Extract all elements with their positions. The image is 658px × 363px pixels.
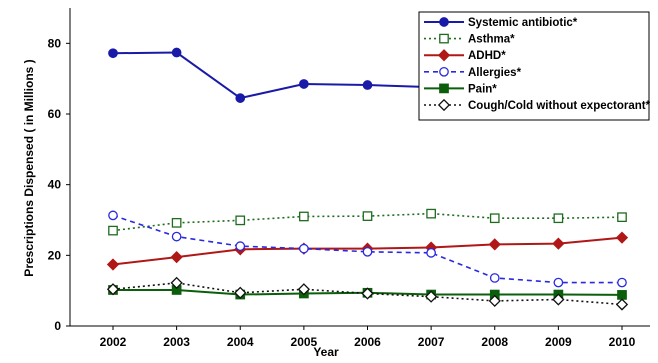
y-tick-label: 0 [54,319,61,333]
legend-item: Asthma* [424,34,515,46]
series-line [112,214,622,284]
series-3 [108,210,627,288]
x-tick-label: 2006 [354,335,381,349]
data-point [299,211,309,222]
data-point [106,258,120,271]
x-axis-title: Year [313,345,339,358]
y-tick-label: 60 [48,107,62,121]
legend-marker [439,33,449,44]
data-point [617,277,627,288]
x-tick-label: 2003 [163,335,190,349]
x-tick-label: 2004 [227,335,254,349]
data-point [426,248,436,258]
data-point [489,213,500,224]
data-point [235,93,246,103]
series-1 [108,208,627,236]
series-5 [106,276,629,311]
data-point [425,290,438,303]
legend-item: ADHD* [424,49,506,62]
data-point [552,237,565,250]
data-point [106,283,120,296]
data-point [171,231,182,242]
legend-label: ADHD* [468,50,506,62]
x-tick-label: 2002 [100,335,127,349]
legend-item: Pain* [424,83,497,95]
x-tick-label: 2010 [609,335,636,349]
x-tick-label: 2007 [418,335,445,349]
data-point [362,211,373,221]
data-point [299,79,309,89]
data-point [108,225,118,236]
data-point [553,277,564,288]
x-tick-label: 2009 [545,335,572,349]
x-ticks: 2002 2003 2004 2005 2006 2007 2008 2009 2010 [100,326,636,349]
data-point [171,47,182,58]
y-tick-label: 20 [48,248,62,262]
legend-marker [439,17,449,27]
legend-label: Pain* [468,83,497,95]
y-tick-label: 80 [48,36,62,50]
data-point [489,273,500,283]
legend-label: Asthma* [468,34,515,46]
data-point [488,238,501,251]
y-tick-label: 40 [48,178,62,192]
legend-label: Cough/Cold without expectorant* [468,100,651,112]
data-point [235,215,246,226]
data-point [615,298,629,311]
series-layer [106,47,629,311]
legend-box [418,11,650,121]
data-point [234,286,247,299]
data-point [426,208,436,219]
data-point [615,231,629,244]
legend-marker [439,83,449,94]
data-point [617,290,627,300]
data-point [108,48,118,59]
data-point [108,210,118,221]
legend-label: Allergies* [468,67,522,79]
data-point [552,293,565,306]
y-axis-title: Prescriptions Dispensed ( in Millions ) [22,59,36,276]
data-point [297,283,310,296]
legend-item: Cough/Cold without expectorant* [424,98,651,112]
legend-marker [439,66,449,77]
data-point [362,246,373,257]
legend-marker [437,98,451,112]
data-point [235,241,246,251]
legend-marker [437,49,451,62]
data-point [299,243,309,254]
x-tick-label: 2008 [481,335,508,349]
x-tick-label: 2005 [291,335,318,349]
data-point [170,276,183,290]
data-point [171,217,182,228]
legend-item: Allergies* [424,67,522,79]
data-point [362,80,373,90]
axes [69,8,650,327]
data-point [361,287,374,300]
data-point [617,212,627,223]
legend: Systemic antibiotic* Asthma* ADHD* Allergie… [418,11,651,121]
data-point [553,213,564,224]
legend-label: Systemic antibiotic* [468,17,578,29]
y-ticks: 0 20 40 60 80 [48,36,70,333]
data-point [170,250,183,264]
legend-item: Systemic antibiotic* [424,17,578,29]
data-point [488,294,501,308]
